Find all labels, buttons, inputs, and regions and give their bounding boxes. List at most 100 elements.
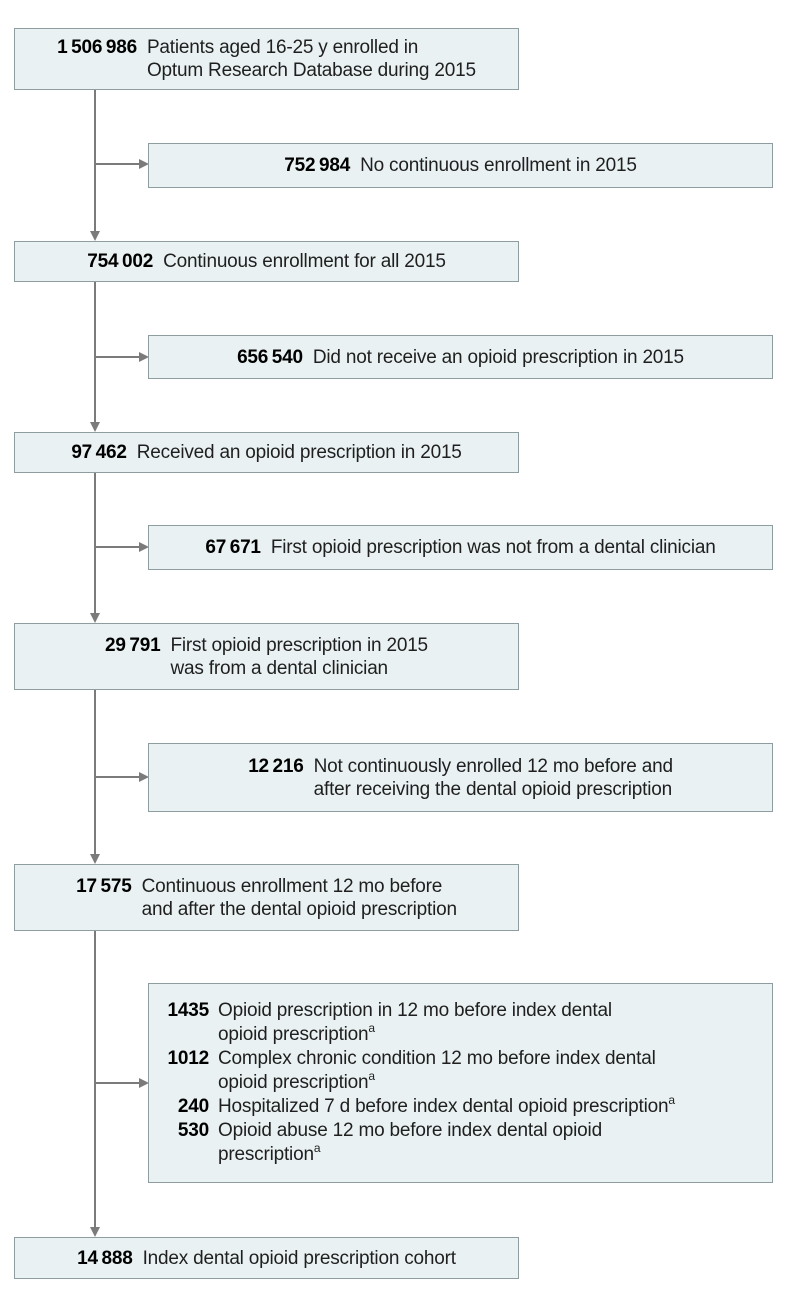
box-excl-no-opioid-rx: 656 540 Did not receive an opioid prescr… <box>148 335 773 379</box>
description: First opioid prescription was not from a… <box>271 536 716 559</box>
box-patients-enrolled: 1 506 986 Patients aged 16-25 y enrolled… <box>14 28 519 90</box>
description-line: after receiving the dental opioid prescr… <box>313 778 673 800</box>
description-line: prescriptiona <box>218 1140 321 1165</box>
count-label: 14 888 <box>77 1247 133 1269</box>
box-content: 29 791 First opioid prescription in 2015… <box>105 634 428 680</box>
box-continuous-enrollment-2015: 754 002 Continuous enrollment for all 20… <box>14 241 519 282</box>
description-line: Index dental opioid prescription cohort <box>142 1247 456 1269</box>
exclusion-item-hospitalized: 240 Hospitalized 7 d before index dental… <box>165 1092 676 1119</box>
description-line: and after the dental opioid prescription <box>141 898 457 920</box>
box-content: 752 984 No continuous enrollment in 2015 <box>284 154 637 177</box>
count-label: 1012 <box>167 1048 210 1069</box>
count-label: 754 002 <box>87 251 154 272</box>
box-received-opioid-rx: 97 462 Received an opioid prescription i… <box>14 432 519 473</box>
flow-line-vertical <box>94 282 96 423</box>
arrow-down-icon <box>90 422 100 432</box>
flow-line-vertical <box>94 931 96 1228</box>
description-line: Opioid abuse 12 mo before index dental o… <box>218 1120 602 1141</box>
footnote-marker: a <box>368 1020 376 1035</box>
arrow-down-icon <box>90 231 100 241</box>
count-label: 97 462 <box>71 442 127 463</box>
arrow-right-icon <box>139 159 149 169</box>
box-content: 12 216 Not continuously enrolled 12 mo b… <box>248 755 673 801</box>
description: Not continuously enrolled 12 mo before a… <box>314 755 673 801</box>
description-line: First opioid prescription in 2015 <box>170 634 429 656</box>
arrow-right-icon <box>139 772 149 782</box>
description-line: opioid prescriptiona <box>218 1020 376 1045</box>
count-label: 530 <box>177 1120 209 1141</box>
description-line: Complex chronic condition 12 mo before i… <box>218 1048 656 1069</box>
exclusion-item-prior-opioid-rx: 1435 Opioid prescription in 12 mo before… <box>165 999 675 1047</box>
box-content: 14 888 Index dental opioid prescription … <box>77 1247 456 1270</box>
description-line: Received an opioid prescription in 2015 <box>136 442 462 463</box>
description: Hospitalized 7 d before index dental opi… <box>218 1092 676 1119</box>
description-line: Optum Research Database during 2015 <box>146 60 476 81</box>
description-line: No continuous enrollment in 2015 <box>360 155 637 176</box>
description: No continuous enrollment in 2015 <box>360 154 637 177</box>
description-line: Hospitalized 7 d before index dental opi… <box>218 1092 676 1117</box>
arrow-down-icon <box>90 854 100 864</box>
description: Opioid prescription in 12 mo before inde… <box>218 999 612 1047</box>
description-line: Continuous enrollment for all 2015 <box>163 251 446 272</box>
flow-line-vertical <box>94 473 96 614</box>
arrow-down-icon <box>90 613 100 623</box>
exclusion-items: 1435 Opioid prescription in 12 mo before… <box>165 999 676 1167</box>
description: Index dental opioid prescription cohort <box>143 1247 456 1270</box>
footnote-marker: a <box>668 1092 676 1107</box>
box-content: 1 506 986 Patients aged 16-25 y enrolled… <box>57 36 476 82</box>
count-label: 656 540 <box>237 346 303 368</box>
description: Complex chronic condition 12 mo before i… <box>218 1047 656 1095</box>
exclusion-item-chronic-condition: 1012 Complex chronic condition 12 mo bef… <box>165 1047 675 1095</box>
count-label: 240 <box>177 1096 209 1117</box>
description-line: Not continuously enrolled 12 mo before a… <box>313 755 673 777</box>
flow-line-branch <box>95 356 139 358</box>
count-label: 29 791 <box>105 634 161 656</box>
description-line: Continuous enrollment 12 mo before <box>141 875 443 897</box>
description-line: Patients aged 16-25 y enrolled in <box>146 37 419 58</box>
description-line: First opioid prescription was not from a… <box>270 537 716 558</box>
flow-line-branch <box>95 1082 139 1084</box>
box-excl-criteria-list: 1435 Opioid prescription in 12 mo before… <box>148 983 773 1183</box>
box-index-cohort: 14 888 Index dental opioid prescription … <box>14 1237 519 1279</box>
count-label: 67 671 <box>205 537 261 558</box>
exclusion-item-opioid-abuse: 530 Opioid abuse 12 mo before index dent… <box>165 1119 675 1167</box>
box-content: 67 671 First opioid prescription was not… <box>205 536 715 559</box>
flow-line-branch <box>95 546 139 548</box>
count-label: 12 216 <box>248 755 304 777</box>
count-label: 17 575 <box>76 875 132 897</box>
arrow-right-icon <box>139 542 149 552</box>
description-line: was from a dental clinician <box>170 657 389 679</box>
description: Did not receive an opioid prescription i… <box>313 346 684 369</box>
description: Continuous enrollment 12 mo before and a… <box>142 875 457 921</box>
description: Received an opioid prescription in 2015 <box>137 441 462 464</box>
box-excl-not-dental-clinician: 67 671 First opioid prescription was not… <box>148 525 773 570</box>
flow-line-branch <box>95 163 139 165</box>
box-excl-not-enrolled-12mo: 12 216 Not continuously enrolled 12 mo b… <box>148 743 773 812</box>
description-line: opioid prescriptiona <box>218 1068 376 1093</box>
box-first-rx-dental: 29 791 First opioid prescription in 2015… <box>14 623 519 690</box>
box-continuous-enrollment-12mo: 17 575 Continuous enrollment 12 mo befor… <box>14 864 519 931</box>
arrow-down-icon <box>90 1227 100 1237</box>
count-label: 1435 <box>167 1000 210 1021</box>
count-label: 1 506 986 <box>57 37 137 58</box>
count-label: 752 984 <box>284 155 351 176</box>
box-content: 97 462 Received an opioid prescription i… <box>71 441 462 464</box>
flow-line-vertical <box>94 90 96 232</box>
description: Continuous enrollment for all 2015 <box>163 250 446 273</box>
description-line: Opioid prescription in 12 mo before inde… <box>218 1000 612 1021</box>
box-content: 754 002 Continuous enrollment for all 20… <box>87 250 446 273</box>
arrow-right-icon <box>139 352 149 362</box>
description-line: Did not receive an opioid prescription i… <box>312 346 684 368</box>
footnote-marker: a <box>313 1140 321 1155</box>
arrow-right-icon <box>139 1078 149 1088</box>
description: Opioid abuse 12 mo before index dental o… <box>218 1119 602 1167</box>
box-content: 656 540 Did not receive an opioid prescr… <box>237 346 684 369</box>
box-content: 17 575 Continuous enrollment 12 mo befor… <box>76 875 457 921</box>
box-excl-no-continuous-enrollment: 752 984 No continuous enrollment in 2015 <box>148 143 773 188</box>
footnote-marker: a <box>368 1068 376 1083</box>
description: First opioid prescription in 2015 was fr… <box>170 634 429 680</box>
flow-line-vertical <box>94 690 96 855</box>
flow-line-branch <box>95 776 139 778</box>
description: Patients aged 16-25 y enrolled in Optum … <box>147 36 476 82</box>
